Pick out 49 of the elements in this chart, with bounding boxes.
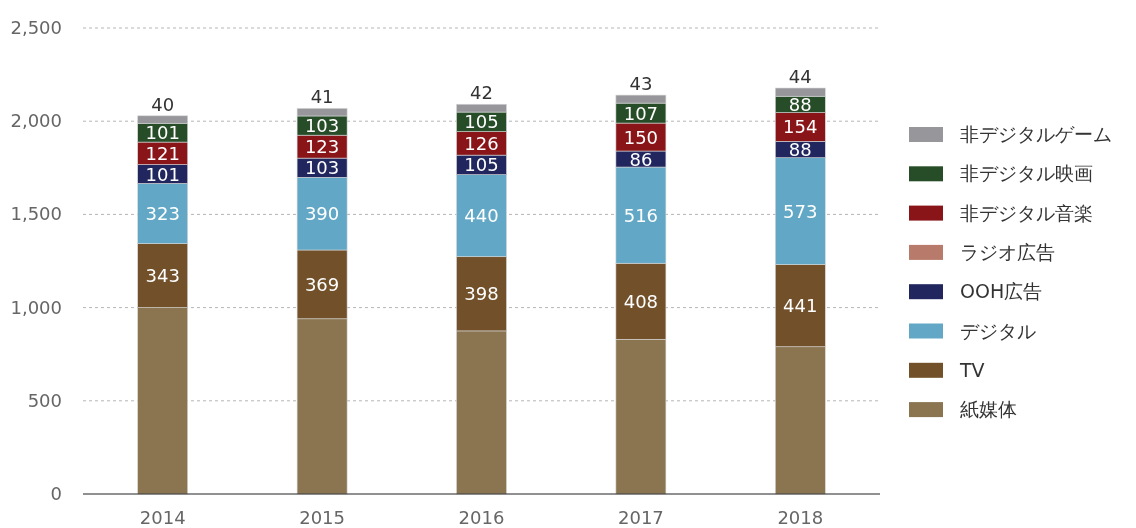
x-tick-label: 2018 <box>777 507 824 528</box>
data-label: 343 <box>145 265 180 287</box>
data-label: 441 <box>783 295 818 317</box>
y-tick-label: 500 <box>27 389 62 411</box>
data-label: 516 <box>623 204 659 226</box>
y-tick-label: 2,500 <box>10 17 62 38</box>
x-tick-label: 2015 <box>299 507 346 528</box>
legend-label: OOH広告 <box>960 280 1043 303</box>
legend-label: TV <box>959 358 985 381</box>
data-label: 408 <box>623 290 659 312</box>
data-label: 150 <box>623 126 659 148</box>
data-label: 440 <box>464 205 499 227</box>
x-tick-label: 2017 <box>617 507 664 528</box>
data-label: 43 <box>629 73 653 95</box>
data-label: 398 <box>464 283 499 305</box>
data-label: 154 <box>783 116 818 138</box>
data-label: 103 <box>304 115 340 137</box>
y-tick-label: 2,000 <box>10 110 62 132</box>
data-label: 369 <box>304 273 340 295</box>
data-label: 323 <box>145 203 180 225</box>
data-label: 573 <box>783 200 818 222</box>
legend-label: 紙媒体 <box>960 398 1017 421</box>
legend-label: 非デジタルゲーム <box>960 123 1112 145</box>
data-label: 126 <box>464 132 499 154</box>
data-label: 105 <box>464 111 499 133</box>
data-label: 390 <box>304 203 340 225</box>
data-label: 40 <box>151 93 175 115</box>
data-label: 123 <box>304 136 340 158</box>
data-label: 41 <box>310 86 334 108</box>
legend-label: 非デジタル映画 <box>960 162 1093 185</box>
data-label: 105 <box>464 154 499 176</box>
legend-label: 非デジタル音楽 <box>960 201 1093 224</box>
legend-label: ラジオ広告 <box>960 240 1055 263</box>
y-tick-label: 0 <box>50 483 62 504</box>
data-label: 88 <box>788 139 812 161</box>
x-tick-label: 2014 <box>139 507 186 528</box>
data-label: 44 <box>788 66 812 88</box>
data-label: 88 <box>788 93 812 115</box>
data-label: 107 <box>623 102 659 124</box>
y-tick-label: 1,500 <box>10 203 62 225</box>
x-tick-label: 2016 <box>458 507 505 528</box>
data-label: 101 <box>145 122 180 144</box>
y-tick-label: 1,000 <box>10 296 62 318</box>
data-label: 86 <box>629 148 653 170</box>
data-label: 103 <box>304 157 340 179</box>
data-label: 121 <box>145 142 180 164</box>
legend-label: デジタル <box>960 319 1036 342</box>
data-label: 42 <box>470 82 493 104</box>
data-label: 101 <box>145 163 180 185</box>
